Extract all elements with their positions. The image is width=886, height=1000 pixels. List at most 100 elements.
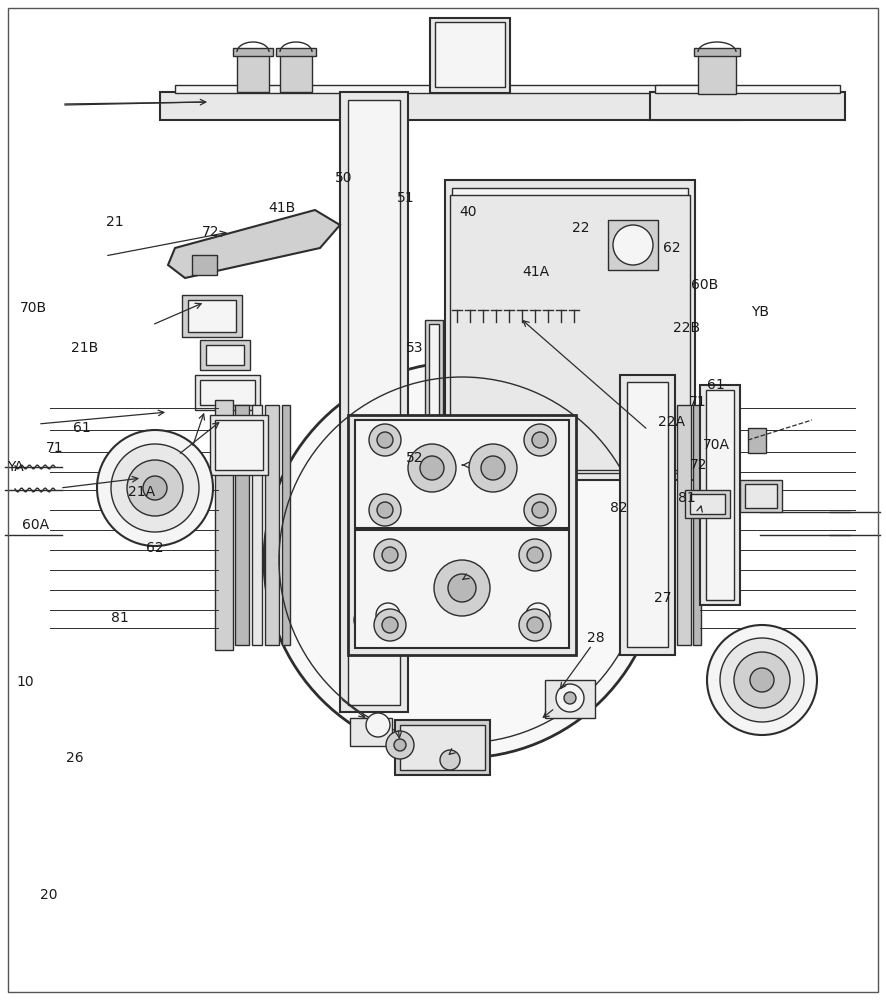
Circle shape [527, 617, 543, 633]
Text: 60B: 60B [691, 278, 718, 292]
Text: YA: YA [8, 460, 24, 474]
Text: 71: 71 [46, 441, 64, 455]
Text: 21: 21 [106, 215, 124, 229]
Text: 27: 27 [654, 591, 672, 605]
Bar [348, 100, 400, 705]
Bar [664, 405, 674, 645]
Circle shape [469, 444, 517, 492]
Bar [648, 405, 662, 645]
Bar [252, 405, 262, 645]
Bar [693, 405, 701, 645]
Text: 61: 61 [707, 378, 725, 392]
Bar [445, 180, 695, 480]
Text: 72: 72 [202, 225, 220, 239]
Circle shape [420, 570, 460, 610]
Bar [650, 92, 845, 120]
Bar [430, 18, 510, 93]
Circle shape [434, 560, 490, 616]
Bar [700, 385, 740, 605]
Bar [276, 48, 316, 56]
Text: 60A: 60A [22, 518, 49, 532]
Bar [188, 300, 236, 332]
Circle shape [524, 424, 556, 456]
Circle shape [408, 444, 456, 492]
Circle shape [481, 456, 505, 480]
Bar [175, 85, 725, 93]
Circle shape [143, 476, 167, 500]
Circle shape [707, 625, 817, 735]
Bar [350, 718, 392, 746]
Circle shape [386, 731, 414, 759]
Bar [395, 720, 490, 775]
Bar [195, 375, 260, 410]
Circle shape [750, 668, 774, 692]
Text: 61: 61 [73, 421, 90, 435]
Text: 21B: 21B [71, 341, 97, 355]
Polygon shape [168, 210, 340, 278]
Text: YB: YB [751, 305, 769, 319]
Circle shape [613, 225, 653, 265]
Bar [698, 52, 736, 94]
Bar [748, 428, 766, 453]
Circle shape [374, 609, 406, 641]
Bar [745, 484, 777, 508]
Bar [182, 295, 242, 337]
Bar [215, 420, 263, 470]
Bar [210, 415, 268, 475]
Text: 26: 26 [66, 751, 84, 765]
Circle shape [366, 713, 390, 737]
Bar [233, 48, 273, 56]
Bar [235, 405, 249, 645]
Bar [206, 345, 244, 365]
Circle shape [524, 494, 556, 526]
Bar [740, 480, 782, 512]
Circle shape [111, 444, 199, 532]
Bar [160, 92, 740, 120]
Bar [282, 405, 290, 645]
Circle shape [532, 502, 548, 518]
Circle shape [532, 432, 548, 448]
Bar [192, 255, 217, 275]
Circle shape [734, 652, 790, 708]
Circle shape [362, 612, 378, 628]
Bar [429, 324, 439, 446]
Text: 22: 22 [571, 221, 589, 235]
Text: 81: 81 [111, 611, 128, 625]
Bar [690, 494, 725, 514]
Circle shape [97, 430, 213, 546]
Circle shape [382, 617, 398, 633]
Text: 70B: 70B [20, 301, 47, 315]
Circle shape [720, 638, 804, 722]
Circle shape [374, 539, 406, 571]
Circle shape [564, 692, 576, 704]
Circle shape [382, 547, 398, 563]
Circle shape [369, 424, 401, 456]
Text: 40: 40 [459, 205, 477, 219]
Text: 50: 50 [335, 171, 353, 185]
Bar [435, 22, 505, 87]
Bar [400, 725, 485, 770]
Circle shape [377, 502, 393, 518]
Circle shape [376, 603, 400, 627]
Bar [355, 530, 569, 648]
Circle shape [430, 580, 450, 600]
Bar [425, 320, 443, 450]
Circle shape [440, 750, 460, 770]
Bar [265, 405, 279, 645]
Text: 20: 20 [40, 888, 58, 902]
Bar [545, 680, 595, 718]
Text: 62: 62 [146, 541, 164, 555]
Text: 51: 51 [397, 191, 415, 205]
Circle shape [360, 538, 380, 558]
Bar [215, 400, 233, 650]
Bar [348, 415, 576, 655]
Text: 22A: 22A [658, 415, 685, 429]
Bar [685, 490, 730, 518]
Text: 10: 10 [16, 675, 34, 689]
Bar [280, 52, 312, 92]
Bar [355, 420, 569, 528]
Circle shape [519, 609, 551, 641]
Text: 52: 52 [406, 451, 424, 465]
Bar [694, 48, 740, 56]
Circle shape [377, 432, 393, 448]
